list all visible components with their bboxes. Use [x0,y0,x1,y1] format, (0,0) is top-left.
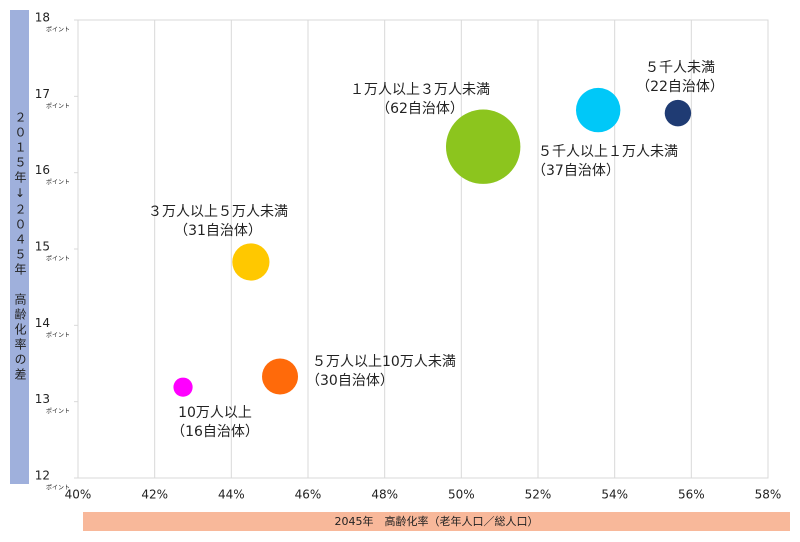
x-tick-label: 40% [65,488,92,502]
y-tick-unit: ポイント [46,255,70,263]
x-tick-label: 56% [678,488,705,502]
bubble [262,358,299,395]
y-tick-label: 15 [35,240,50,254]
bubble-size-label: （16自治体） [171,424,259,440]
bubble [445,109,521,184]
y-axis-label: ２０１５年↓２０４５年 高齢化率の差 [10,10,29,484]
x-tick-label: 46% [295,488,322,502]
bubble-label: ５千人未満 [645,60,715,76]
bubble [664,99,692,127]
bubble-size-label: （31自治体） [174,223,262,239]
bubble [575,87,621,133]
bubble [173,377,193,397]
y-tick-label: 16 [35,163,50,177]
bubble-label: ５千人以上１万人未満 [538,144,678,160]
y-tick-label: 13 [35,392,50,406]
bubble-size-label: （30自治体） [306,373,394,389]
bubble-size-label: （62自治体） [376,101,464,117]
bubble-label: １万人以上３万人未満 [350,82,490,98]
bubble-label: ５万人以上10万人未満 [312,354,456,370]
y-tick-unit: ポイント [46,102,70,110]
x-tick-label: 58% [755,488,782,502]
bubble-label: 10万人以上 [178,405,252,421]
y-tick-unit: ポイント [46,26,70,34]
x-tick-label: 50% [448,488,475,502]
y-tick-unit: ポイント [46,407,70,415]
x-tick-label: 54% [601,488,628,502]
x-tick-label: 44% [218,488,245,502]
y-tick-unit: ポイント [46,484,70,492]
bubble [232,243,270,281]
y-tick-unit: ポイント [46,331,70,339]
x-tick-label: 42% [141,488,168,502]
y-tick-label: 14 [35,316,50,330]
bubble-label: ３万人以上５万人未満 [148,204,288,220]
x-axis-label: 2045年 高齢化率（老年人口／総人口） [83,512,790,531]
x-tick-label: 48% [371,488,398,502]
y-tick-unit: ポイント [46,178,70,186]
x-tick-label: 52% [525,488,552,502]
bubble-size-label: （37自治体） [532,163,620,179]
y-tick-label: 18 [35,11,50,25]
bubble-size-label: （22自治体） [636,79,724,95]
y-tick-label: 12 [35,469,50,483]
y-tick-label: 17 [35,87,50,101]
